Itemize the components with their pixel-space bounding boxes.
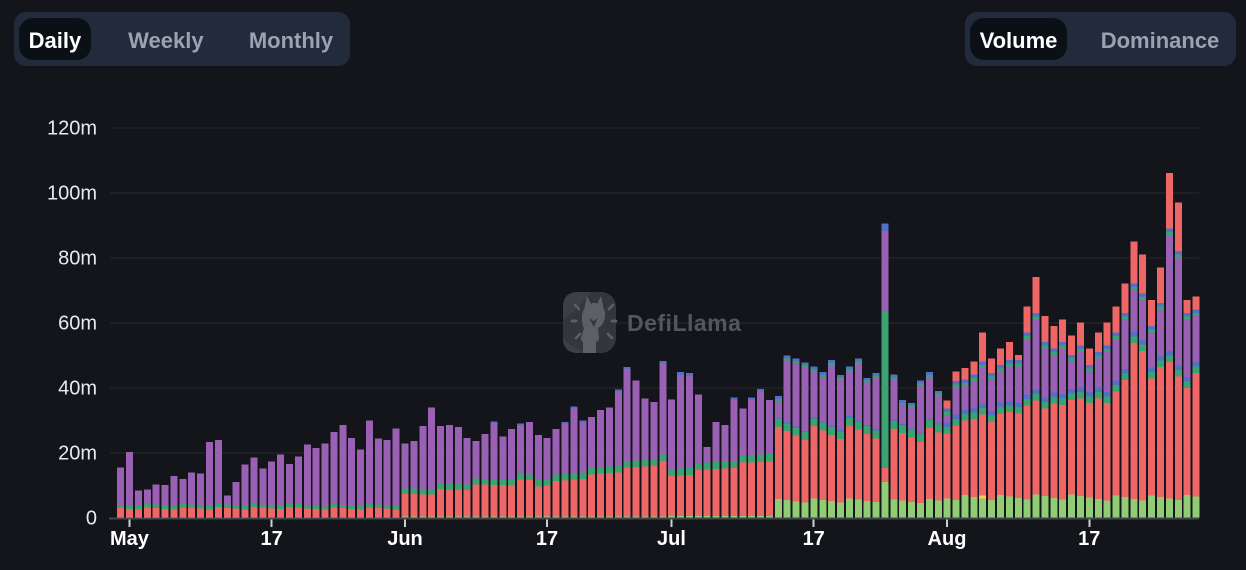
svg-text:100m: 100m xyxy=(47,183,97,205)
svg-text:40m: 40m xyxy=(58,378,97,400)
svg-text:17: 17 xyxy=(536,528,558,550)
svg-text:120m: 120m xyxy=(47,118,97,140)
svg-text:17: 17 xyxy=(803,528,825,550)
svg-text:17: 17 xyxy=(1078,528,1100,550)
svg-text:0: 0 xyxy=(86,508,97,530)
svg-text:DefiLlama: DefiLlama xyxy=(627,310,741,336)
svg-text:80m: 80m xyxy=(58,248,97,270)
svg-text:20m: 20m xyxy=(58,443,97,465)
svg-text:17: 17 xyxy=(260,528,282,550)
svg-text:Jun: Jun xyxy=(387,528,423,550)
svg-text:May: May xyxy=(110,528,150,550)
svg-text:60m: 60m xyxy=(58,313,97,335)
svg-text:Aug: Aug xyxy=(928,528,967,550)
svg-text:Jul: Jul xyxy=(657,528,686,550)
